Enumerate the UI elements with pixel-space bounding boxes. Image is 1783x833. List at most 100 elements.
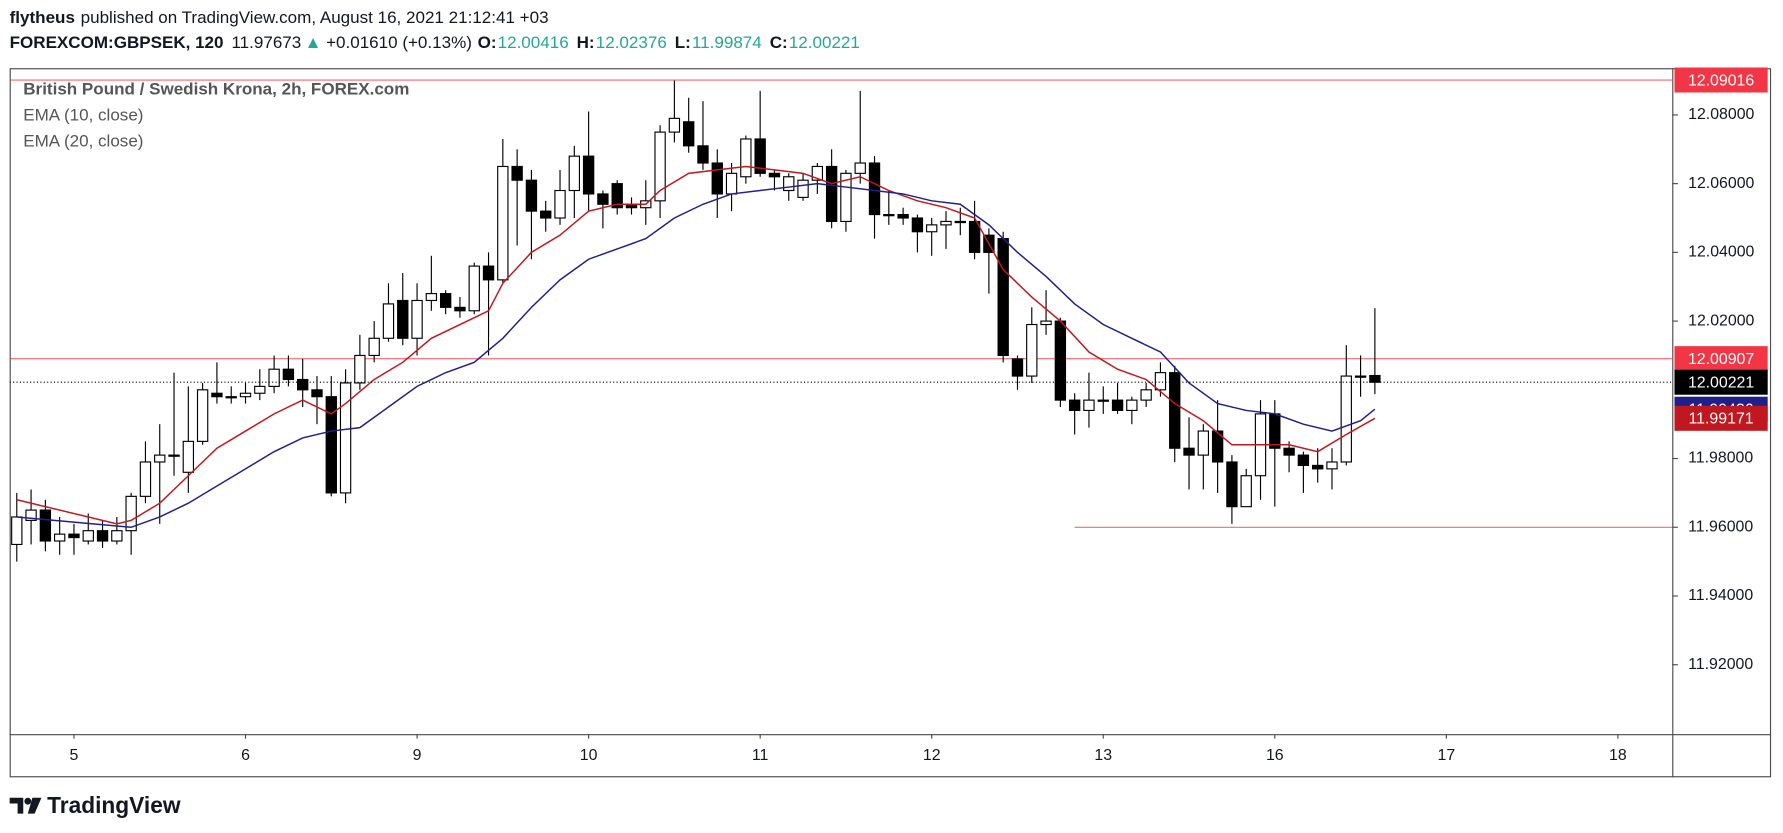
candle-up — [497, 165, 509, 281]
y-tick-label: 11.94000 — [1688, 587, 1753, 604]
candle-down — [1054, 320, 1067, 401]
tradingview-logo — [9, 797, 42, 814]
candle-up — [854, 162, 866, 174]
chart-title: British Pound / Swedish Krona, 2h, FOREX… — [23, 79, 409, 98]
candle-up — [254, 385, 266, 394]
candle-up — [154, 454, 166, 463]
candle-down — [311, 389, 323, 398]
x-tick-label: 12 — [923, 747, 941, 764]
ohlc-key: C: — [770, 33, 788, 52]
candle-down — [482, 265, 495, 281]
candle-up — [811, 165, 824, 181]
candle-up — [740, 138, 752, 178]
candle-down — [968, 220, 981, 253]
candle-down — [211, 392, 223, 398]
price-tag — [1674, 346, 1768, 372]
candle-up — [1083, 399, 1095, 412]
candle-up — [783, 176, 795, 192]
candle-up — [25, 509, 37, 521]
price-tag — [1674, 405, 1768, 431]
author: flytheus — [10, 8, 75, 27]
candle-up — [268, 368, 280, 387]
candle-up — [926, 224, 938, 233]
candle-up — [797, 179, 809, 198]
ohlc-value: 12.00416 — [498, 33, 569, 52]
candle-down — [1068, 399, 1081, 412]
candle-down — [768, 172, 781, 178]
candle-up — [382, 303, 395, 339]
candle-up — [239, 392, 252, 398]
candle-down — [1211, 430, 1224, 463]
y-tick-label: 11.96000 — [1688, 518, 1753, 535]
change: +0.01610 (+0.13%) — [326, 33, 472, 52]
x-tick-label: 9 — [413, 747, 422, 764]
published: published on TradingView.com, August 16,… — [81, 8, 549, 27]
candle-down — [540, 210, 552, 219]
candle-up — [1240, 475, 1252, 508]
legend-entry: EMA (10, close) — [23, 105, 143, 124]
change-arrow: ▲ — [305, 33, 322, 52]
candle-down — [1111, 399, 1124, 412]
y-tick-label: 12.06000 — [1688, 175, 1754, 192]
candle-up — [182, 440, 195, 473]
candle-down — [711, 162, 723, 195]
x-tick-label: 5 — [70, 747, 79, 764]
candle-down — [911, 217, 924, 233]
candle-down — [611, 183, 623, 209]
candle-up — [883, 214, 895, 217]
price-tag-label: 12.00221 — [1688, 375, 1754, 392]
candle-down — [597, 193, 609, 205]
candle-up — [568, 155, 580, 192]
ohlc-value: 12.02376 — [596, 33, 667, 52]
symbol-line: FOREXCOM:GBPSEK, 120 11.97673 ▲ +0.01610 (+… — [10, 33, 860, 52]
candle-up — [1154, 372, 1167, 391]
candle-up — [940, 220, 952, 226]
ema-line — [16, 165, 1376, 525]
candle-up — [111, 530, 123, 542]
candle-up — [1026, 323, 1038, 377]
candle-up — [196, 389, 209, 442]
candle-down — [1283, 447, 1295, 456]
candle-up — [53, 533, 66, 542]
candle-up — [368, 337, 380, 357]
y-tick-label: 12.04000 — [1688, 244, 1754, 261]
price: 11.97673 — [231, 33, 301, 52]
candle-down — [454, 306, 466, 312]
candle-down — [682, 121, 695, 147]
symbol: FOREXCOM:GBPSEK, 120 — [10, 33, 224, 52]
candle-up — [168, 454, 180, 457]
price-tag-label: 11.99171 — [1689, 411, 1754, 428]
candle-up — [468, 265, 480, 312]
ema-line — [16, 182, 1376, 529]
candle-up — [411, 299, 423, 339]
ohlc-value: 11.99874 — [692, 33, 762, 52]
candle-down — [582, 155, 595, 195]
legend-entry: EMA (20, close) — [23, 132, 143, 151]
x-tick-label: 17 — [1438, 747, 1456, 764]
candle-up — [125, 495, 137, 532]
candle-down — [1312, 464, 1324, 470]
candle-up — [139, 461, 152, 497]
candle-down — [997, 238, 1009, 357]
candle-down — [397, 299, 409, 339]
candle-down — [1169, 372, 1181, 449]
candle-down — [1369, 374, 1381, 383]
candle-up — [654, 131, 666, 202]
candle-down — [39, 509, 52, 542]
logo-dot — [24, 797, 32, 805]
candle-up — [554, 189, 566, 219]
candle-down — [282, 368, 295, 381]
price-tag-label: 12.09016 — [1688, 72, 1754, 89]
candle-down — [1011, 358, 1024, 377]
candle-up — [339, 382, 352, 494]
brand: TradingView — [47, 792, 181, 818]
candle-up — [1097, 399, 1109, 402]
y-tick-label: 11.98000 — [1688, 450, 1753, 467]
candle-up — [668, 117, 681, 133]
y-tick-label: 11.92000 — [1688, 656, 1753, 673]
ohlc-value: 12.00221 — [789, 33, 860, 52]
candle-down — [868, 162, 881, 216]
candle-down — [1226, 461, 1238, 508]
